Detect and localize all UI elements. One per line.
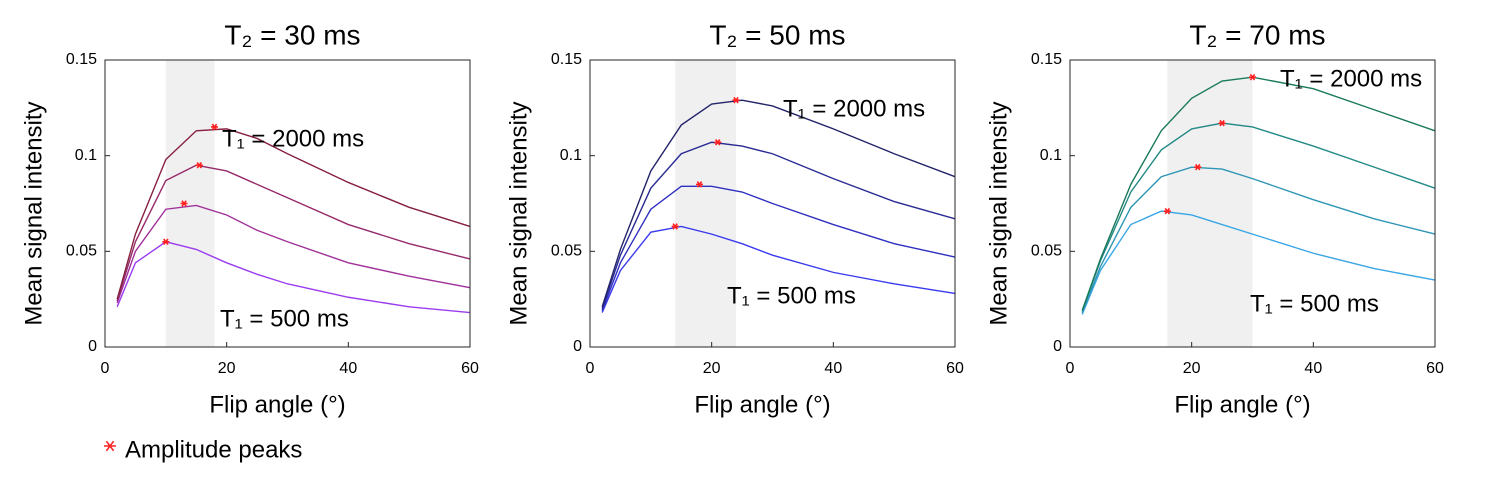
y-tick-label: 0.15	[1031, 51, 1062, 68]
y-tick-label: 0.1	[1040, 147, 1062, 164]
y-tick-label: 0.05	[551, 243, 582, 260]
y-tick-label: 0.15	[66, 51, 97, 68]
curve	[601, 225, 956, 313]
curve	[116, 128, 471, 300]
x-tick-label: 0	[1066, 360, 1075, 377]
x-tick-label: 20	[218, 360, 236, 377]
x-axis-label: Flip angle (°)	[1174, 391, 1310, 418]
y-tick-label: 0.05	[1031, 243, 1062, 260]
peak-marker	[211, 123, 218, 131]
annotation: T₁ = 2000 ms	[783, 95, 925, 122]
y-tick-label: 0.15	[551, 51, 582, 68]
peak-marker	[180, 200, 188, 207]
curve	[1081, 210, 1436, 315]
x-tick-label: 40	[339, 360, 357, 377]
x-tick-label: 40	[824, 360, 842, 377]
y-tick-label: 0.1	[560, 147, 582, 164]
y-tick-label: 0.05	[66, 243, 97, 260]
curve	[601, 141, 956, 309]
chart-title: T₂ = 50 ms	[709, 19, 845, 50]
y-tick-label: 0	[1053, 338, 1062, 355]
curve	[116, 204, 471, 304]
legend-label: Amplitude peaks	[125, 436, 302, 463]
highlight-band	[1167, 60, 1253, 347]
curve	[601, 99, 956, 308]
chart-title: T₂ = 30 ms	[224, 19, 360, 50]
curve	[1081, 122, 1436, 311]
annotation: T₁ = 500 ms	[1250, 290, 1379, 317]
y-axis-label: Mean signal intensity	[985, 101, 1012, 325]
x-tick-label: 60	[461, 360, 479, 377]
peak-marker	[1163, 207, 1171, 215]
y-tick-label: 0.1	[75, 147, 97, 164]
annotation: T₁ = 500 ms	[220, 305, 349, 332]
annotation: T₁ = 500 ms	[727, 282, 856, 309]
curve	[601, 185, 956, 311]
peak-marker	[732, 96, 740, 104]
x-axis-label: Flip angle (°)	[694, 391, 830, 418]
peak-marker	[714, 138, 722, 146]
x-tick-label: 40	[1304, 360, 1322, 377]
peak-marker	[1194, 163, 1202, 171]
curve	[116, 241, 471, 314]
peak-marker	[671, 223, 679, 230]
curve	[116, 164, 471, 302]
y-axis-label: Mean signal intensity	[505, 101, 532, 325]
peak-marker	[696, 181, 703, 188]
peak-marker	[1249, 73, 1256, 81]
x-tick-label: 0	[586, 360, 595, 377]
x-tick-label: 20	[1183, 360, 1201, 377]
peak-marker	[162, 238, 170, 246]
curve	[1081, 76, 1436, 311]
chart-title: T₂ = 70 ms	[1189, 19, 1325, 50]
plot-frame	[104, 59, 471, 348]
y-axis-label: Mean signal intensity	[20, 101, 47, 325]
x-axis-label: Flip angle (°)	[209, 391, 345, 418]
annotation: T₁ = 2000 ms	[222, 125, 364, 152]
legend-marker	[104, 440, 116, 452]
peak-marker	[195, 161, 203, 169]
highlight-band	[165, 60, 215, 347]
peak-marker	[1218, 119, 1226, 127]
y-tick-label: 0	[88, 338, 97, 355]
plot-frame	[1069, 59, 1436, 348]
y-tick-label: 0	[573, 338, 582, 355]
x-tick-label: 20	[703, 360, 721, 377]
x-tick-label: 60	[946, 360, 964, 377]
plot-frame	[589, 59, 956, 348]
annotation: T₁ = 2000 ms	[1280, 65, 1422, 92]
x-tick-label: 0	[101, 360, 110, 377]
x-tick-label: 60	[1426, 360, 1444, 377]
curve	[1081, 166, 1436, 313]
